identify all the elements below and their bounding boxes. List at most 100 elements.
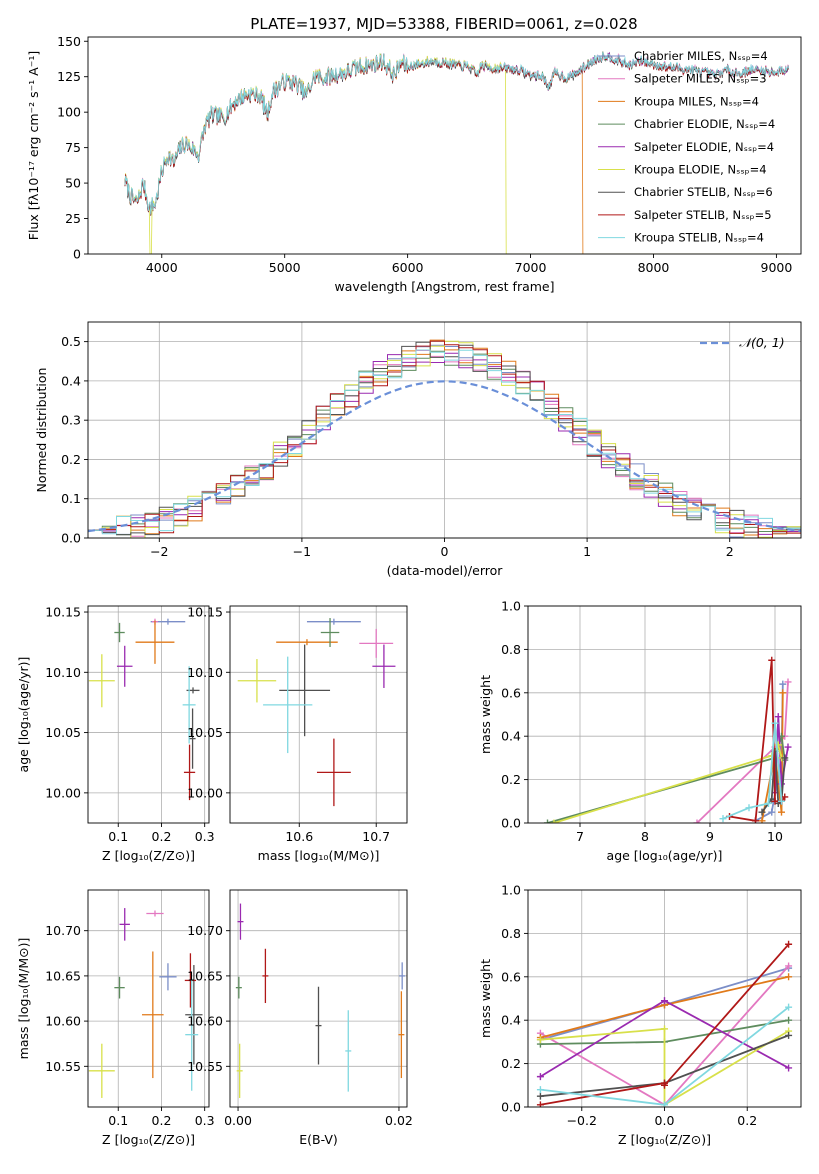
y-axis-label: Normed distribution	[34, 368, 49, 493]
panel-age_vs_mass: 10.6 10.7 10.00 10.05 10.10 10.15 mass [log₁₀(…	[187, 605, 408, 863]
mass-weight-series-line	[540, 1027, 790, 1107]
legend-label: Kroupa ELODIE, Nₛₛₚ=4	[634, 163, 767, 177]
y-tick-label: 0.8	[501, 926, 521, 941]
x-tick-label: 0.2	[152, 829, 172, 844]
y-tick-label: 0.4	[501, 729, 521, 744]
x-tick-label: 5000	[269, 260, 301, 275]
y-axis-label: mass weight	[478, 959, 493, 1038]
legend-label: 𝒩(0, 1)	[739, 335, 785, 350]
x-tick-label: 9	[706, 829, 714, 844]
legend-label: Salpeter ELODIE, Nₛₛₚ=4	[634, 140, 774, 154]
legend-label: Kroupa MILES, Nₛₛₚ=4	[634, 94, 759, 108]
normal-reference-curve	[88, 380, 801, 533]
y-tick-label: 0.6	[501, 969, 521, 984]
y-tick-label: 150	[57, 34, 81, 49]
plot-area-mass_weight_vs_age	[544, 656, 792, 823]
y-tick-label: 0.3	[61, 413, 81, 428]
mass-weight-marker	[661, 997, 668, 1005]
x-tick-label: 10.6	[285, 829, 313, 844]
y-tick-label: 10.70	[187, 923, 223, 938]
mass-weight-marker	[785, 1003, 793, 1011]
y-tick-label: 0.0	[501, 816, 521, 831]
mass-weight-marker	[784, 743, 792, 751]
x-tick-label: −2	[150, 544, 168, 559]
mass-weight-marker	[774, 713, 782, 721]
axes-frame	[87, 889, 210, 1108]
mass-weight-marker	[785, 962, 793, 970]
y-tick-label: 50	[65, 176, 81, 191]
mass-weight-marker	[758, 817, 766, 823]
x-tick-label: 0.2	[737, 1113, 757, 1128]
spectrum-series-line	[124, 52, 790, 215]
mass-weight-marker	[785, 1064, 793, 1072]
x-tick-label: 2	[726, 544, 734, 559]
x-tick-label: −1	[293, 544, 311, 559]
x-tick-label: −0.2	[567, 1113, 597, 1128]
y-axis-label: mass [log₁₀(M/M⊙)]	[16, 938, 31, 1060]
x-tick-label: 10	[767, 829, 783, 844]
x-tick-label: 6000	[392, 260, 424, 275]
x-axis-label: (data-model)/error	[387, 563, 504, 578]
x-axis-label: E(B-V)	[299, 1132, 338, 1147]
y-tick-label: 0.0	[501, 1100, 521, 1115]
plot-area-residuals	[88, 339, 801, 538]
panel-mass_vs_Z: 0.1 0.2 0.3 10.55 10.60 10.65 10.70 Z [log₁₀(Z/…	[16, 889, 215, 1147]
x-axis-label: Z [log₁₀(Z/Z⊙)]	[102, 848, 195, 863]
y-tick-label: 125	[57, 69, 81, 84]
x-tick-label: 9000	[761, 260, 793, 275]
plot-area-age_vs_mass	[237, 618, 396, 807]
y-tick-label: 25	[65, 211, 81, 226]
plot-area-spectrum	[124, 51, 790, 254]
histogram-series-step	[88, 349, 801, 535]
panel-mass_weight_vs_age: 7 8 9 10 0.0 0.2 0.4 0.6 0.8 1.0 age [log₁₀(age/yr…	[478, 599, 802, 863]
mass-weight-series-line	[761, 751, 786, 813]
y-tick-label: 1.0	[501, 883, 521, 898]
mass-weight-marker	[765, 799, 772, 807]
y-tick-label: 10.65	[187, 968, 223, 983]
y-tick-label: 1.0	[501, 599, 521, 614]
y-tick-label: 10.00	[45, 785, 81, 800]
y-tick-label: 75	[65, 140, 81, 155]
mass-weight-marker	[745, 804, 753, 812]
x-tick-label: 0.0	[655, 1113, 675, 1128]
y-tick-label: 10.10	[187, 665, 223, 680]
x-axis-label: mass [log₁₀(M/M⊙)]	[258, 848, 380, 863]
x-tick-label: 8000	[638, 260, 670, 275]
y-tick-label: 10.55	[187, 1059, 223, 1074]
y-tick-label: 0.0	[61, 531, 81, 546]
mass-weight-marker	[784, 678, 792, 686]
mass-weight-marker	[768, 808, 776, 816]
x-axis-label: age [log₁₀(age/yr)]	[607, 848, 723, 863]
mass-weight-marker	[785, 940, 793, 948]
legend-label: Chabrier ELODIE, Nₛₛₚ=4	[634, 117, 775, 131]
y-tick-label: 0.8	[501, 642, 521, 657]
mass-weight-marker	[781, 793, 789, 801]
y-tick-label: 0.2	[501, 772, 521, 787]
mass-weight-marker	[785, 1016, 793, 1024]
x-tick-label: 0.00	[224, 1113, 252, 1128]
y-tick-label: 10.60	[45, 1014, 81, 1029]
mass-weight-marker	[779, 689, 787, 697]
y-tick-label: 0.2	[61, 452, 81, 467]
axes-frame	[87, 36, 802, 255]
y-tick-label: 0	[73, 247, 81, 262]
y-tick-label: 0.2	[501, 1056, 521, 1071]
y-tick-label: 10.00	[187, 785, 223, 800]
x-tick-label: 0.1	[108, 829, 128, 844]
y-tick-label: 100	[57, 105, 81, 120]
y-tick-label: 10.05	[187, 725, 223, 740]
y-tick-label: 0.1	[61, 491, 81, 506]
panel-residuals: 𝒩(0, 1) −2 −1 0 1 2 0.0 0.1 0.2 0.3 0.4 0.5 (data-mo…	[34, 321, 802, 578]
x-axis-label: Z [log₁₀(Z/Z⊙)]	[618, 1132, 711, 1147]
mass-weight-marker	[661, 1101, 668, 1107]
x-tick-label: 7000	[515, 260, 547, 275]
y-tick-label: 10.65	[45, 968, 81, 983]
panel-age_vs_Z: 0.1 0.2 0.3 10.00 10.05 10.10 10.15 Z [log₁₀(Z/…	[16, 605, 215, 863]
y-tick-label: 0.5	[61, 334, 81, 349]
y-tick-label: 10.05	[45, 725, 81, 740]
mass-weight-marker	[785, 1031, 793, 1039]
y-tick-label: 0.4	[501, 1013, 521, 1028]
mass-weight-marker	[693, 819, 701, 823]
